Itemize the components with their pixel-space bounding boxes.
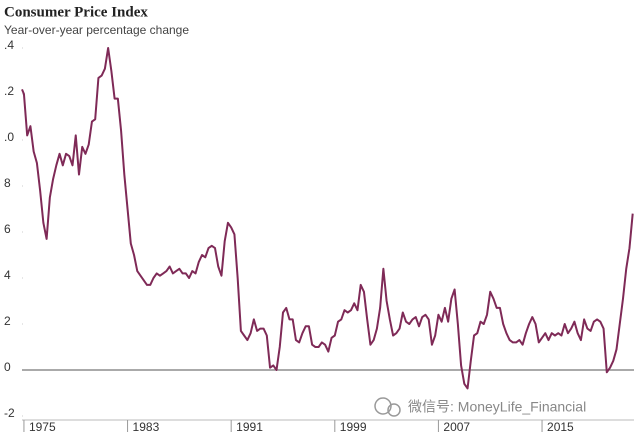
chart-title: Consumer Price Index — [4, 4, 148, 20]
x-tick-label: 2007 — [443, 420, 470, 434]
watermark-icon — [374, 397, 401, 417]
watermark: 微信号: MoneyLife_Financial — [408, 399, 586, 415]
cpi-line — [21, 47, 634, 390]
y-tick-label: 2 — [4, 314, 11, 328]
y-tick-label: .4 — [4, 38, 14, 52]
y-tick-label: -2 — [4, 406, 15, 420]
y-tick-label: .2 — [4, 84, 14, 98]
y-tick-label: 4 — [4, 268, 11, 282]
y-tick-label: .0 — [4, 130, 14, 144]
chart-subtitle: Year-over-year percentage change — [4, 23, 189, 37]
x-tick-label: 1983 — [133, 420, 160, 434]
y-tick-label: 6 — [4, 222, 11, 236]
x-tick-label: 1975 — [29, 420, 56, 434]
y-tick-label: 8 — [4, 176, 11, 190]
y-tick-label: 0 — [4, 360, 11, 374]
x-tick-label: 2015 — [547, 420, 574, 434]
x-tick-label: 1991 — [236, 420, 263, 434]
x-tick-label: 1999 — [340, 420, 367, 434]
